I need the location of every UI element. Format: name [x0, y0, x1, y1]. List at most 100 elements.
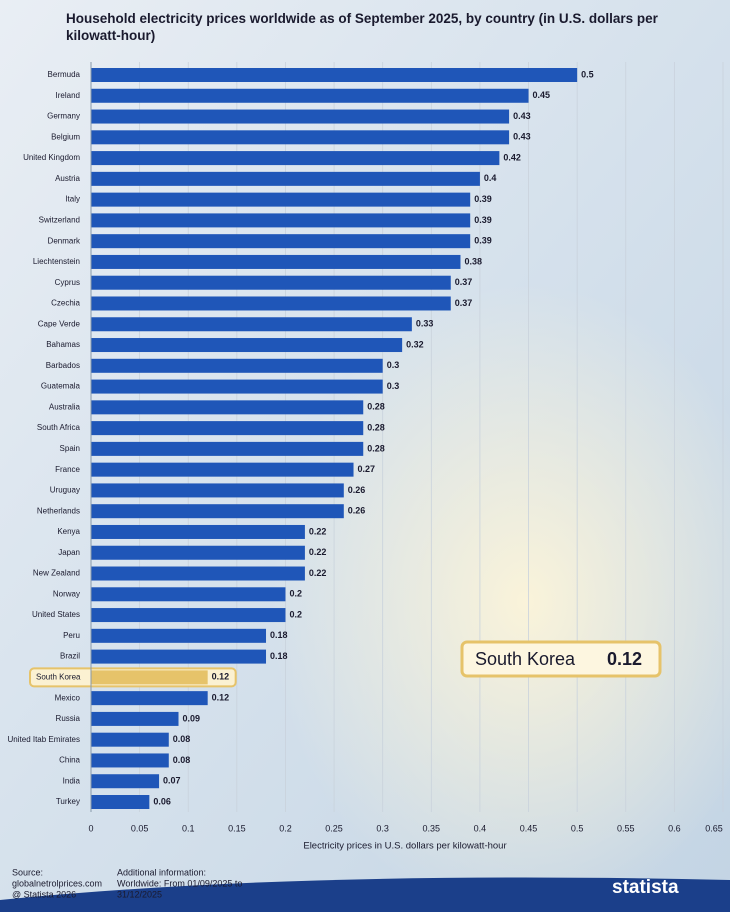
- value-label: 0.28: [367, 422, 385, 432]
- value-label: 0.3: [387, 381, 400, 391]
- value-label: 0.39: [474, 194, 492, 204]
- y-tick-label: United States: [32, 610, 80, 619]
- bar: [91, 524, 305, 539]
- value-label: 0.42: [503, 152, 521, 162]
- bar: [91, 213, 471, 228]
- x-tick-label: 0.05: [131, 823, 149, 833]
- bar: [91, 109, 510, 124]
- y-tick-label: Uruguay: [50, 486, 80, 495]
- value-label: 0.09: [183, 713, 201, 723]
- x-tick-label: 0.35: [423, 823, 441, 833]
- bar: [91, 732, 169, 747]
- value-label: 0.18: [270, 630, 288, 640]
- x-tick-label: 0.2: [279, 823, 292, 833]
- x-tick-label: 0.15: [228, 823, 246, 833]
- y-tick-label: Mexico: [55, 693, 81, 702]
- y-tick-label: New Zealand: [33, 569, 80, 578]
- y-tick-label: China: [59, 756, 80, 765]
- value-label: 0.28: [367, 402, 385, 412]
- bar: [91, 400, 364, 415]
- y-tick-label: Japan: [58, 548, 80, 557]
- y-tick-label: Cape Verde: [38, 319, 81, 328]
- y-tick-label: Australia: [49, 402, 81, 411]
- bar: [91, 275, 451, 290]
- y-tick-label: Czechia: [51, 299, 80, 308]
- bar: [91, 462, 354, 477]
- bar: [91, 587, 286, 602]
- x-tick-label: 0.4: [474, 823, 487, 833]
- y-tick-label: Italy: [65, 195, 80, 204]
- value-label: 0.18: [270, 651, 288, 661]
- chart-title: Household electricity prices worldwide a…: [66, 11, 658, 43]
- x-tick-label: 0.45: [520, 823, 538, 833]
- value-label: 0.27: [358, 464, 376, 474]
- value-label: 0.37: [455, 298, 473, 308]
- value-label: 0.3: [387, 360, 400, 370]
- title-box: Household electricity prices worldwide a…: [66, 11, 658, 43]
- y-tick-label: Norway: [53, 589, 80, 598]
- info-label: Additional information:: [117, 867, 206, 877]
- value-label: 0.43: [513, 111, 531, 121]
- x-tick-label: 0.6: [668, 823, 681, 833]
- bar: [91, 317, 412, 332]
- value-label: 0.33: [416, 319, 434, 329]
- value-label: 0.4: [484, 173, 497, 183]
- y-tick-label: United Kingdom: [23, 153, 80, 162]
- value-label: 0.5: [581, 69, 594, 79]
- bar: [91, 151, 500, 166]
- bar: [91, 441, 364, 456]
- bar: [91, 234, 471, 249]
- value-label: 0.26: [348, 506, 366, 516]
- value-label: 0.07: [163, 776, 181, 786]
- bar: [91, 68, 578, 82]
- y-tick-label: Netherlands: [37, 506, 80, 515]
- value-label: 0.22: [309, 547, 327, 557]
- value-label: 0.12: [212, 693, 230, 703]
- y-tick-label: Bahamas: [46, 340, 80, 349]
- x-tick-label: 0.25: [325, 823, 343, 833]
- value-label: 0.2: [289, 609, 302, 619]
- bar: [91, 379, 383, 394]
- logo: statista: [612, 877, 679, 898]
- y-tick-label: Kenya: [57, 527, 80, 536]
- bar: [91, 608, 286, 623]
- y-tick-label: Guatemala: [41, 382, 81, 391]
- value-label: 0.38: [464, 256, 482, 266]
- bar: [91, 88, 529, 103]
- footer-wave: [0, 877, 730, 912]
- x-tick-label: 0.3: [376, 823, 389, 833]
- source-text: @ Statista 2026: [12, 889, 76, 899]
- value-label: 0.22: [309, 568, 327, 578]
- y-tick-label: Barbados: [46, 361, 80, 370]
- bar: [91, 130, 510, 145]
- value-label: 0.45: [533, 90, 551, 100]
- y-tick-label: United Itab Emirates: [8, 735, 80, 744]
- y-tick-label: Austria: [55, 174, 80, 183]
- y-tick-label: Germany: [47, 112, 80, 121]
- value-label: 0.08: [173, 755, 191, 765]
- bar: [91, 192, 471, 207]
- info-text: Worldwide: From 01/09/2025 to: [117, 878, 242, 888]
- callout-value: 0.12: [607, 649, 642, 669]
- bar: [91, 753, 169, 768]
- x-tick-label: 0.1: [182, 823, 195, 833]
- y-tick-label: South Korea: [36, 672, 81, 681]
- y-tick-label: France: [55, 465, 80, 474]
- bar: [91, 254, 461, 269]
- value-label: 0.2: [289, 589, 302, 599]
- bar: [91, 338, 403, 353]
- y-tick-label: Brazil: [60, 652, 80, 661]
- y-tick-label: South Africa: [37, 423, 81, 432]
- y-tick-label: Spain: [60, 444, 80, 453]
- value-label: 0.28: [367, 443, 385, 453]
- y-tick-label: Ireland: [56, 91, 80, 100]
- bar: [91, 670, 208, 685]
- value-label: 0.37: [455, 277, 473, 287]
- y-tick-label: Russia: [56, 714, 81, 723]
- value-label: 0.39: [474, 215, 492, 225]
- callout-label: South Korea: [475, 649, 576, 669]
- bar: [91, 421, 364, 436]
- x-tick-label: 0: [88, 823, 93, 833]
- value-label: 0.12: [212, 672, 230, 682]
